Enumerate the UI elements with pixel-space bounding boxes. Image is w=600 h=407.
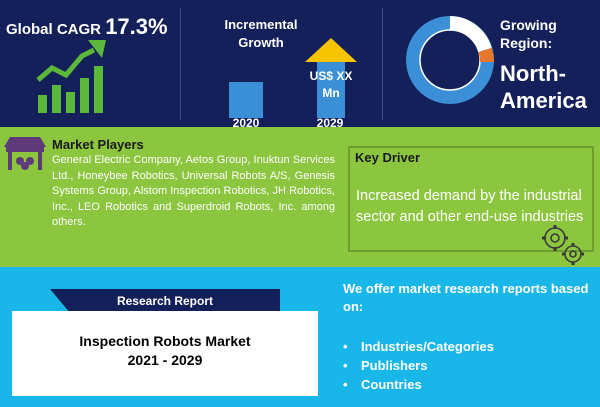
offer-item: Publishers (361, 358, 428, 373)
cagr-stat: Global CAGR 17.3% (6, 14, 168, 40)
banner-divider (180, 8, 181, 120)
cagr-label: Global CAGR (6, 21, 102, 38)
report-tab (50, 289, 280, 311)
bullet-icon: • (343, 358, 348, 373)
growth-title: Incremental Growth (224, 17, 298, 50)
growth-chart-icon (36, 40, 106, 113)
offer-text: We offer market research reports based o… (343, 281, 589, 314)
offer-list: • Industries/Categories • Publishers • Coun… (343, 337, 494, 394)
region-label: Growing Region: (500, 17, 557, 51)
store-icon (4, 137, 46, 170)
bullet-icon: • (343, 339, 348, 354)
report-name: Inspection Robots Market (79, 333, 251, 349)
report-card (12, 311, 318, 396)
year-start-label: 2020 (232, 116, 260, 130)
region-value: North-America (500, 61, 587, 113)
driver-text: Increased demand by the industrial secto… (356, 188, 584, 225)
offer-item: Industries/Categories (361, 339, 494, 354)
growth-arrow-icon (305, 38, 357, 118)
players-title: Market Players (52, 137, 144, 152)
cagr-value: 17.3% (105, 14, 168, 39)
bar-2020 (229, 82, 263, 118)
forecast-value: US$ XX Mn (309, 69, 353, 100)
year-end-label: 2029 (316, 116, 344, 130)
list-item: • Industries/Categories (343, 337, 494, 356)
bullet-icon: • (343, 377, 348, 392)
list-item: • Publishers (343, 356, 494, 375)
list-item: • Countries (343, 375, 494, 394)
report-tab-label: Research Report (116, 294, 214, 308)
report-years: 2021 - 2029 (127, 352, 203, 368)
offer-item: Countries (361, 377, 422, 392)
gears-icon (542, 225, 584, 265)
region-donut-icon (406, 16, 494, 104)
players-list: General Electric Company, Aetos Group, I… (52, 154, 335, 229)
banner-divider (382, 8, 383, 120)
driver-title: Key Driver (355, 150, 421, 165)
report-title: Inspection Robots Market 2021 - 2029 (12, 332, 318, 370)
